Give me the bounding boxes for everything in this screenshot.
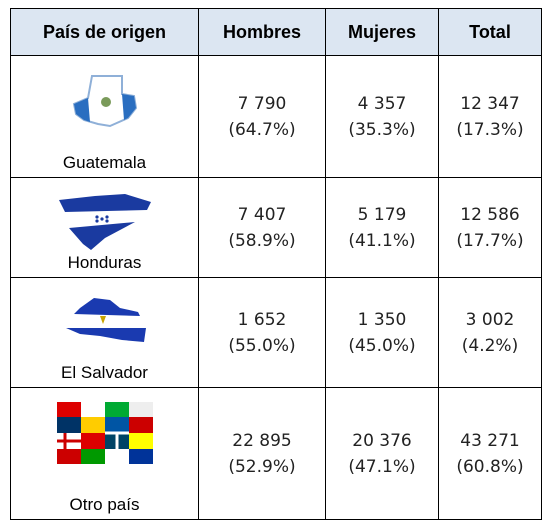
count: 12 347 (460, 93, 520, 114)
count: 5 179 (357, 204, 407, 225)
percent: (55.0%) (228, 335, 296, 356)
country-cell: Honduras (10, 177, 199, 278)
percent: (60.8%) (456, 456, 524, 477)
value-cell: 20 376 (47.1%) (325, 387, 439, 520)
count: 3 002 (465, 309, 515, 330)
count: 4 357 (357, 93, 407, 114)
percent: (4.2%) (461, 335, 519, 356)
country-name: El Salvador (61, 363, 148, 382)
header-text: País de origen (42, 21, 167, 42)
value-cell: 12 347 (17.3%) (438, 55, 542, 178)
percent: (58.9%) (228, 230, 296, 251)
percent: (45.0%) (348, 335, 416, 356)
value-cell: 22 895 (52.9%) (198, 387, 326, 520)
country-name: Honduras (67, 253, 142, 272)
header-cell: Total (438, 8, 542, 56)
country-cell: Otro país (10, 387, 199, 520)
count: 7 407 (237, 204, 287, 225)
flag-icon (56, 402, 153, 468)
country-name: Otro país (69, 495, 140, 514)
count: 22 895 (232, 430, 292, 451)
percent: (17.7%) (456, 230, 524, 251)
value-cell: 43 271 (60.8%) (438, 387, 542, 520)
percent: (47.1%) (348, 456, 416, 477)
percent: (52.9%) (228, 456, 296, 477)
value-cell: 7 790 (64.7%) (198, 55, 326, 178)
percent: (64.7%) (228, 119, 296, 140)
percent: (17.3%) (456, 119, 524, 140)
value-cell: 12 586 (17.7%) (438, 177, 542, 278)
value-cell: 3 002 (4.2%) (438, 277, 542, 388)
count: 7 790 (237, 93, 287, 114)
flag-icon (70, 74, 140, 138)
count: 1 652 (237, 309, 287, 330)
percent: (41.1%) (348, 230, 416, 251)
flag-icon (60, 294, 150, 354)
header-text: Total (469, 21, 511, 42)
count: 12 586 (460, 204, 520, 225)
header-cell: País de origen (10, 8, 199, 56)
count: 1 350 (357, 309, 407, 330)
country-name: Guatemala (62, 153, 147, 172)
count: 20 376 (352, 430, 412, 451)
value-cell: 4 357 (35.3%) (325, 55, 439, 178)
value-cell: 1 652 (55.0%) (198, 277, 326, 388)
value-cell: 1 350 (45.0%) (325, 277, 439, 388)
value-cell: 5 179 (41.1%) (325, 177, 439, 278)
country-cell: Guatemala (10, 55, 199, 178)
percent: (35.3%) (348, 119, 416, 140)
header-text: Mujeres (347, 21, 417, 42)
count: 43 271 (460, 430, 520, 451)
country-cell: El Salvador (10, 277, 199, 388)
value-cell: 7 407 (58.9%) (198, 177, 326, 278)
flag-icon (55, 192, 155, 258)
header-cell: Mujeres (325, 8, 439, 56)
header-cell: Hombres (198, 8, 326, 56)
header-text: Hombres (222, 21, 302, 42)
